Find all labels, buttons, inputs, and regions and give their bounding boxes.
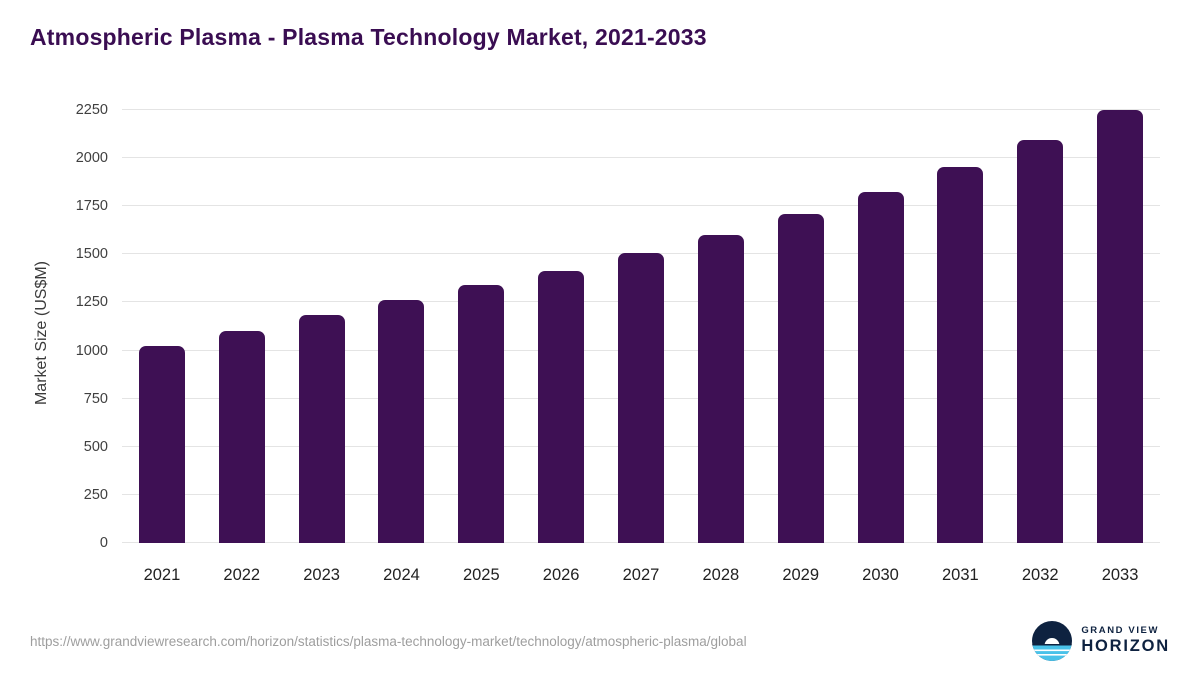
bar-2028	[697, 235, 744, 543]
y-tick-label: 2000	[75, 150, 108, 167]
bar-2033	[1097, 110, 1144, 543]
logo-line-horizon: HORIZON	[1081, 636, 1170, 655]
gridline	[122, 205, 1160, 207]
logo-line-grand-view: GRAND VIEW	[1081, 625, 1160, 637]
x-tick-label: 2030	[862, 566, 899, 584]
x-tick-label: 2031	[942, 566, 979, 584]
bars-group	[122, 110, 1160, 543]
y-tick-label: 750	[83, 390, 108, 407]
y-tick-label: 500	[83, 438, 108, 455]
x-tick-label: 2028	[702, 566, 740, 584]
bar-2030	[857, 191, 904, 543]
x-tick-label: 2024	[383, 566, 420, 584]
x-tick-label: 2023	[303, 566, 340, 584]
y-tick-label: 1750	[75, 198, 108, 215]
gridline	[122, 157, 1160, 159]
bar-2021	[138, 345, 185, 543]
horizon-logo-icon	[1032, 621, 1073, 661]
bar-2024	[378, 299, 425, 543]
y-tick-label: 0	[99, 535, 108, 551]
x-tick-label: 2025	[462, 566, 500, 584]
chart-area: Market Size (US$M) 0 250 500 750 1000 1250 150…	[0, 88, 1200, 593]
chart-title: Atmospheric Plasma - Plasma Technology M…	[30, 24, 707, 50]
x-tick-label: 2022	[223, 566, 261, 584]
plot-area: 0 250 500 750 1000 1250 1500 1750 2000 2250	[76, 102, 1160, 551]
footer: https://www.grandviewresearch.com/horizo…	[0, 621, 1200, 661]
y-tick-label: 250	[83, 486, 108, 503]
x-tick-label: 2032	[1021, 566, 1059, 584]
logo-text: GRAND VIEW HORIZON	[1081, 625, 1170, 656]
source-url: https://www.grandviewresearch.com/horizo…	[30, 633, 747, 649]
gridline	[122, 109, 1160, 110]
y-axis-title: Market Size (US$M)	[33, 260, 50, 406]
y-tick-label: 2250	[75, 102, 108, 118]
bar-2029	[777, 213, 824, 543]
bar-2032	[1017, 139, 1064, 543]
y-tick-label: 1500	[75, 246, 108, 263]
grand-view-horizon-logo: GRAND VIEW HORIZON	[1032, 621, 1170, 661]
x-tick-label: 2026	[542, 566, 580, 584]
x-tick-label: 2029	[782, 566, 820, 584]
x-tick-label: 2027	[622, 566, 660, 584]
x-axis-labels: 2021 2022 2023 2024 2025 2026 2027 2028 2029 2030…	[122, 566, 1160, 585]
bar-2031	[937, 166, 984, 543]
bar-2025	[458, 285, 505, 543]
bar-2023	[298, 314, 345, 543]
bar-2027	[617, 253, 664, 543]
x-tick-label: 2021	[143, 566, 181, 584]
y-tick-label: 1000	[75, 342, 108, 359]
bar-2026	[538, 270, 585, 543]
y-tick-label: 1250	[75, 294, 108, 311]
x-tick-label: 2033	[1101, 566, 1139, 584]
bar-2022	[218, 331, 265, 543]
